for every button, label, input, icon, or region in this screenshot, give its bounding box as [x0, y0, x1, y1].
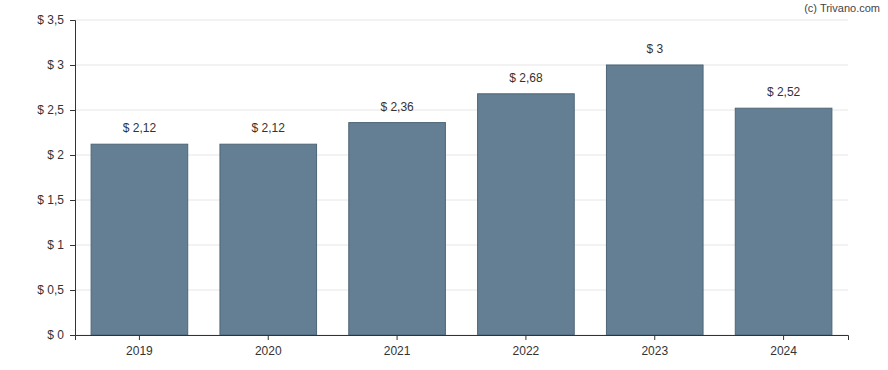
y-tick-mark [70, 110, 75, 111]
annotation: (c) Trivano.com [804, 2, 880, 14]
bars [91, 65, 832, 335]
x-tick-mark [268, 335, 269, 340]
grid-line [75, 20, 848, 21]
x-tick-label: 2021 [384, 344, 411, 358]
grid-line [75, 65, 848, 66]
y-tick: $ 2,5 [37, 103, 75, 117]
bar [478, 94, 575, 335]
y-tick: $ 0,5 [37, 283, 75, 297]
x-axis-line [76, 336, 849, 341]
x-tick-mark [397, 335, 398, 340]
y-tick: $ 3,5 [37, 13, 75, 27]
y-tick: $ 3 [47, 58, 75, 72]
y-tick-mark [70, 20, 75, 21]
grid-line [75, 200, 848, 201]
bar [606, 65, 703, 335]
x-tick-label: 2023 [641, 344, 668, 358]
data-label: $ 2,12 [123, 121, 157, 135]
y-tick-mark [70, 245, 75, 246]
grid-line [75, 290, 848, 291]
data-labels: $ 2,12 $ 2,12 $ 2,36 $ 2,68 $ 3 $ 2,52 [123, 42, 801, 135]
y-tick-label: $ 3,5 [37, 13, 64, 27]
x-tick-label: 2024 [770, 344, 797, 358]
y-tick-label: $ 1,5 [37, 193, 64, 207]
x-axis: 2019 2020 2021 2022 2023 2024 [76, 335, 849, 358]
x-tick-mark [525, 335, 526, 340]
grid-line [75, 155, 848, 156]
x-tick: 2023 [641, 335, 668, 358]
x-tick-mark [139, 335, 140, 340]
x-tick-label: 2020 [255, 344, 282, 358]
y-tick-label: $ 2,5 [37, 103, 64, 117]
y-axis-line [70, 21, 76, 336]
y-tick-mark [70, 155, 75, 156]
y-tick: $ 2 [47, 148, 75, 162]
bar [220, 144, 317, 335]
y-axis: $ 0 $ 0,5 $ 1 $ 1,5 $ 2 $ 2,5 $ 3 $ 3,5 [37, 13, 75, 342]
data-label: $ 3 [646, 42, 663, 56]
y-tick: $ 1,5 [37, 193, 75, 207]
x-tick: 2021 [384, 335, 411, 358]
y-tick-mark [70, 65, 75, 66]
x-tick: 2020 [255, 335, 282, 358]
grid [75, 20, 848, 335]
x-tick: 2019 [126, 335, 153, 358]
data-label: $ 2,36 [380, 100, 414, 114]
y-tick-label: $ 1 [47, 238, 64, 252]
x-tick-mark [783, 335, 784, 340]
x-tick-label: 2019 [126, 344, 153, 358]
bar [349, 123, 446, 335]
grid-line [75, 245, 848, 246]
chart: $ 0 $ 0,5 $ 1 $ 1,5 $ 2 $ 2,5 $ 3 $ 3,5 2019 2020… [0, 0, 888, 370]
y-tick-label: $ 2 [47, 148, 64, 162]
bar [735, 108, 832, 335]
plot: $ 0 $ 0,5 $ 1 $ 1,5 $ 2 $ 2,5 $ 3 $ 3,5 2019 2020… [37, 13, 848, 357]
y-tick-mark [70, 290, 75, 291]
x-tick: 2022 [513, 335, 540, 358]
x-tick-label: 2022 [513, 344, 540, 358]
bar [91, 144, 188, 335]
grid-line [75, 110, 848, 111]
y-tick-mark [70, 335, 75, 336]
x-tick: 2024 [770, 335, 797, 358]
y-tick: $ 1 [47, 238, 75, 252]
data-label: $ 2,12 [252, 121, 286, 135]
y-tick-mark [70, 200, 75, 201]
data-label: $ 2,52 [767, 85, 801, 99]
x-tick-mark [654, 335, 655, 340]
y-tick-label: $ 0 [47, 328, 64, 342]
y-tick-label: $ 0,5 [37, 283, 64, 297]
y-tick-label: $ 3 [47, 58, 64, 72]
y-tick: $ 0 [47, 328, 75, 342]
data-label: $ 2,68 [509, 71, 543, 85]
